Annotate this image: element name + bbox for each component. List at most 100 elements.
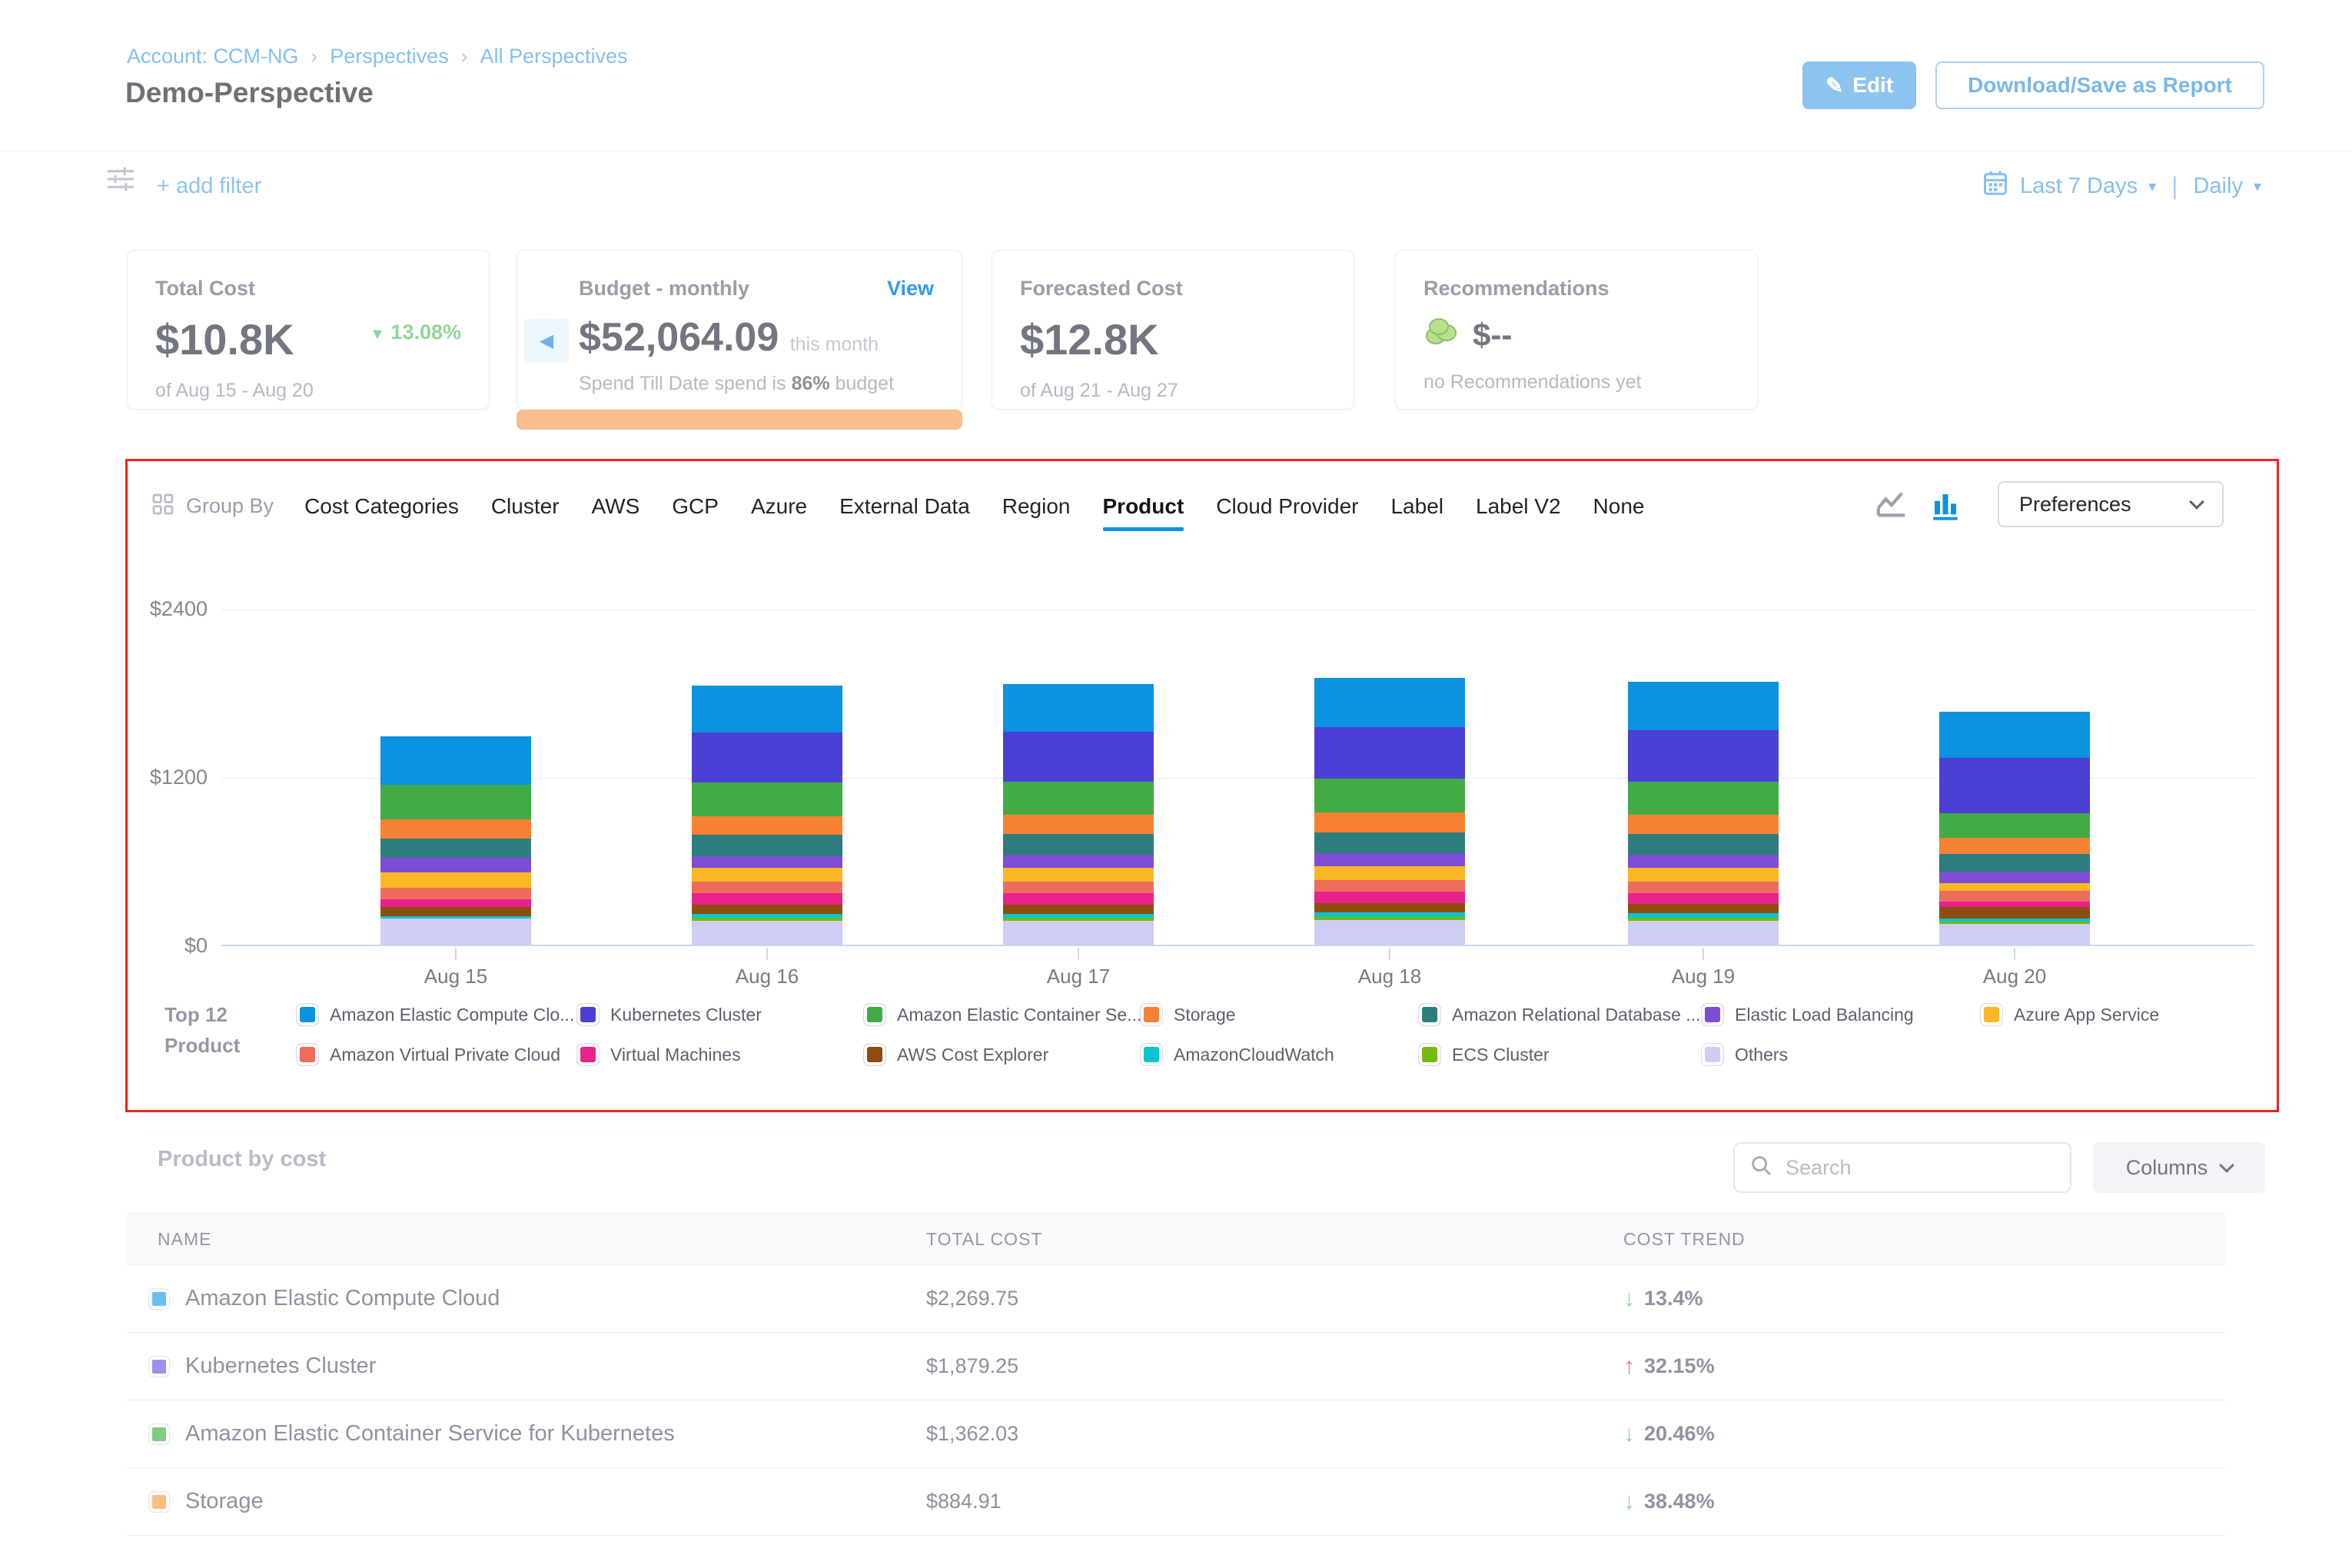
legend-item-storage[interactable]: Storage	[1140, 1001, 1236, 1028]
bar-segment[interactable]	[1939, 890, 2090, 902]
groupby-tab-region[interactable]: Region	[1002, 493, 1071, 518]
stacked-bar-aug-17[interactable]	[1003, 683, 1154, 945]
legend-item-others[interactable]: Others	[1701, 1041, 1788, 1068]
bar-segment[interactable]	[1939, 853, 2090, 872]
bar-segment[interactable]	[380, 872, 531, 889]
stacked-bar-aug-15[interactable]	[380, 736, 531, 945]
bar-segment[interactable]	[692, 855, 842, 869]
bar-segment[interactable]	[380, 906, 531, 916]
bar-segment[interactable]	[1939, 924, 2090, 945]
bar-segment[interactable]	[692, 782, 842, 816]
groupby-tab-cluster[interactable]: Cluster	[490, 493, 560, 518]
bar-segment[interactable]	[1003, 920, 1154, 945]
bar-segment[interactable]	[1003, 834, 1154, 855]
row-name[interactable]: Kubernetes Cluster	[185, 1354, 377, 1378]
bar-segment[interactable]	[1314, 892, 1465, 904]
bar-segment[interactable]	[1628, 815, 1779, 835]
bar-segment[interactable]	[1939, 918, 2090, 922]
bar-segment[interactable]	[380, 918, 531, 945]
legend-item-ecs-cluster[interactable]: ECS Cluster	[1418, 1041, 1550, 1068]
bar-segment[interactable]	[380, 899, 531, 907]
bar-segment[interactable]	[1003, 782, 1154, 816]
columns-dropdown-button[interactable]: Columns	[2093, 1142, 2265, 1193]
stacked-bar-aug-20[interactable]	[1939, 712, 2090, 945]
bar-segment[interactable]	[692, 904, 842, 914]
bar-segment[interactable]	[1939, 921, 2090, 924]
legend-item-amazoncloudwatch[interactable]: AmazonCloudWatch	[1140, 1041, 1334, 1068]
stacked-bar-aug-19[interactable]	[1628, 682, 1779, 945]
bar-segment[interactable]	[1628, 881, 1779, 893]
bar-segment[interactable]	[1314, 853, 1465, 866]
bar-segment[interactable]	[692, 921, 842, 945]
legend-item-amazon-relational-database[interactable]: Amazon Relational Database ...	[1418, 1001, 1700, 1028]
bar-segment[interactable]	[1628, 917, 1779, 921]
bar-segment[interactable]	[1939, 812, 2090, 839]
bar-segment[interactable]	[1003, 867, 1154, 882]
breadcrumb-perspectives[interactable]: Perspectives	[330, 45, 449, 68]
groupby-tab-aws[interactable]: AWS	[591, 493, 640, 518]
line-chart-icon[interactable]	[1874, 489, 1909, 525]
bar-segment[interactable]	[1314, 677, 1465, 727]
carousel-prev-button[interactable]: ◀	[524, 318, 569, 363]
bar-segment[interactable]	[1314, 865, 1465, 881]
bar-segment[interactable]	[1003, 913, 1154, 919]
groupby-tab-gcp[interactable]: GCP	[672, 493, 719, 518]
bar-segment[interactable]	[380, 819, 531, 839]
bar-segment[interactable]	[380, 915, 531, 919]
bar-segment[interactable]	[1939, 882, 2090, 891]
preferences-dropdown[interactable]: Preferences	[1998, 481, 2224, 527]
table-row[interactable]: Amazon Elastic Compute Cloud $2,269.75 ↓ 13…	[127, 1265, 2225, 1333]
bar-segment[interactable]	[380, 839, 531, 858]
breadcrumb-all-perspectives[interactable]: All Perspectives	[480, 45, 628, 68]
bar-segment[interactable]	[692, 892, 842, 905]
groupby-tab-label-v2[interactable]: Label V2	[1476, 493, 1561, 518]
bar-segment[interactable]	[1628, 730, 1779, 782]
legend-item-amazon-elastic-compute-clo[interactable]: Amazon Elastic Compute Clo...	[296, 1001, 574, 1028]
bar-segment[interactable]	[1314, 880, 1465, 892]
bar-segment[interactable]	[692, 835, 842, 856]
table-row[interactable]: Kubernetes Cluster $1,879.25 ↑ 32.15%	[127, 1333, 2225, 1400]
breadcrumb-account[interactable]: Account: CCM-NG	[127, 45, 299, 68]
budget-view-link[interactable]: View	[886, 277, 934, 300]
add-filter-link[interactable]: + add filter	[157, 174, 262, 198]
bar-segment[interactable]	[1003, 893, 1154, 905]
bar-segment[interactable]	[692, 868, 842, 882]
bar-segment[interactable]	[1314, 903, 1465, 913]
bar-segment[interactable]	[1314, 920, 1465, 945]
legend-item-amazon-elastic-container-se[interactable]: Amazon Elastic Container Se...	[863, 1001, 1141, 1028]
bar-segment[interactable]	[1314, 779, 1465, 813]
bar-segment[interactable]	[1003, 904, 1154, 914]
legend-item-kubernetes-cluster[interactable]: Kubernetes Cluster	[576, 1001, 762, 1028]
bar-segment[interactable]	[1628, 867, 1779, 882]
bar-segment[interactable]	[692, 918, 842, 922]
bar-segment[interactable]	[1314, 812, 1465, 832]
date-range-dropdown[interactable]: Last 7 Days	[2019, 173, 2138, 198]
bar-segment[interactable]	[1939, 871, 2090, 883]
bar-segment[interactable]	[380, 857, 531, 872]
legend-item-elastic-load-balancing[interactable]: Elastic Load Balancing	[1701, 1001, 1914, 1028]
groupby-tab-azure[interactable]: Azure	[750, 493, 808, 518]
groupby-tab-none[interactable]: None	[1593, 493, 1645, 518]
bar-segment[interactable]	[1939, 902, 2090, 907]
groupby-tab-external-data[interactable]: External Data	[839, 493, 970, 518]
bar-segment[interactable]	[692, 732, 842, 783]
bar-segment[interactable]	[692, 816, 842, 835]
bar-segment[interactable]	[1628, 892, 1779, 905]
granularity-dropdown[interactable]: Daily	[2193, 173, 2243, 198]
table-row[interactable]: Storage $884.91 ↓ 38.48%	[127, 1468, 2225, 1536]
bar-segment[interactable]	[1003, 918, 1154, 921]
bar-segment[interactable]	[1939, 758, 2090, 813]
column-header-name[interactable]: NAME	[158, 1228, 212, 1249]
bar-segment[interactable]	[380, 785, 531, 819]
bar-segment[interactable]	[1628, 781, 1779, 816]
bar-segment[interactable]	[1939, 906, 2090, 919]
bar-segment[interactable]	[1314, 912, 1465, 918]
bar-segment[interactable]	[1939, 712, 2090, 759]
groupby-tab-label[interactable]: Label	[1390, 493, 1443, 518]
edit-button[interactable]: ✎ Edit	[1802, 61, 1916, 109]
groupby-tab-cloud-provider[interactable]: Cloud Provider	[1216, 493, 1359, 518]
bar-segment[interactable]	[1628, 682, 1779, 731]
groupby-tab-cost-categories[interactable]: Cost Categories	[304, 493, 459, 518]
bar-segment[interactable]	[1628, 855, 1779, 868]
legend-item-amazon-virtual-private-cloud[interactable]: Amazon Virtual Private Cloud	[296, 1041, 560, 1068]
